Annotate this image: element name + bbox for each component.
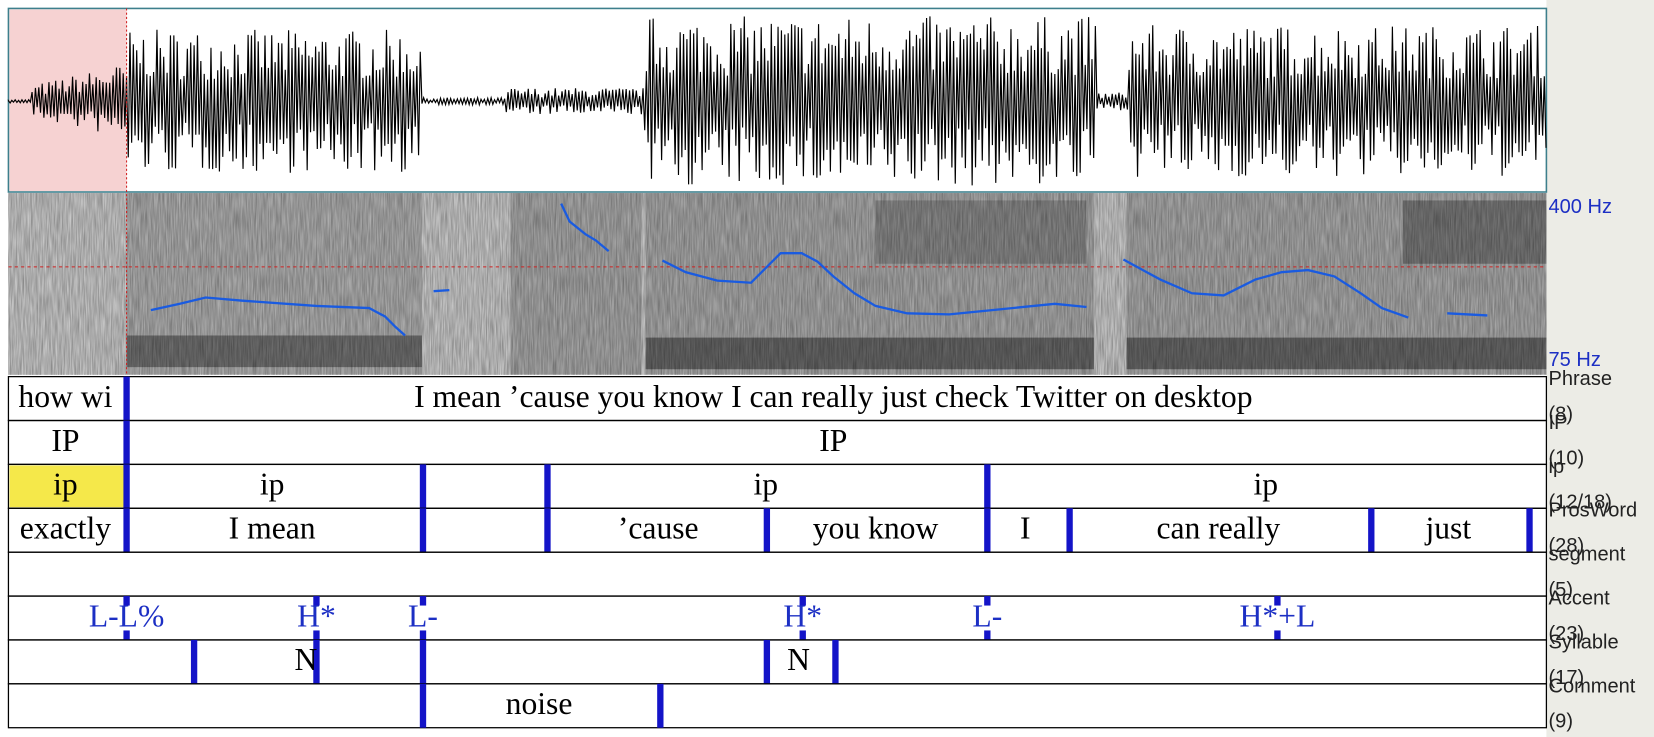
point-tick[interactable] (984, 596, 991, 606)
boundary[interactable] (832, 639, 839, 684)
interval-label[interactable]: how wi (18, 379, 112, 414)
tier-name: Syllable (1549, 631, 1619, 653)
selected-interval[interactable] (9, 465, 125, 508)
boundary[interactable] (313, 639, 320, 684)
interval-label[interactable]: N (294, 642, 317, 677)
tier[interactable]: how wi I mean ’cause you know I can reall… (7, 375, 1548, 422)
tier[interactable]: L-L% H* L- H* L- H*+L (7, 595, 1548, 641)
pitch-segment (150, 296, 406, 337)
boundary[interactable] (190, 639, 198, 684)
interval-label[interactable]: ip (53, 467, 78, 502)
tier[interactable]: noise (7, 683, 1548, 729)
tier-name: ProsWord (1549, 500, 1638, 522)
pitch-bottom-label: 75 Hz (1549, 349, 1601, 371)
point-label[interactable]: L- (408, 598, 438, 633)
boundary[interactable] (984, 508, 991, 553)
tier-name: Accent (1549, 588, 1611, 610)
interval-label[interactable]: I mean ’cause you know I can really just… (414, 379, 1252, 414)
point-tick[interactable] (799, 630, 806, 640)
point-label[interactable]: H*+L (1240, 598, 1316, 633)
point-tick[interactable] (1274, 596, 1281, 606)
tier-count: (8) (1549, 404, 1573, 426)
point-label[interactable]: L- (972, 598, 1002, 633)
pitch-segment (1122, 258, 1409, 319)
point-tick[interactable] (799, 596, 806, 606)
point-tick[interactable] (1274, 630, 1281, 640)
tier-name: segment (1549, 544, 1626, 566)
interval-label[interactable]: ’cause (618, 511, 699, 546)
tier-name: IP (1549, 412, 1568, 434)
waveform (7, 16, 1547, 186)
point-label[interactable]: L-L% (89, 598, 165, 633)
pitch-segment (433, 288, 450, 293)
point-tick[interactable] (123, 596, 130, 606)
point-tick[interactable] (123, 630, 130, 640)
boundary[interactable] (419, 683, 427, 728)
boundary[interactable] (1526, 508, 1533, 553)
interval-label[interactable]: IP (819, 423, 847, 458)
interval-label[interactable]: N (787, 642, 810, 677)
interval-label[interactable]: noise (506, 686, 573, 721)
spectrogram-texture (8, 193, 1547, 375)
tier-count: (5) (1549, 579, 1573, 601)
boundary[interactable] (763, 508, 771, 553)
boundary[interactable] (123, 464, 130, 509)
tier-count: (9) (1549, 711, 1573, 733)
boundary[interactable] (419, 639, 427, 684)
point-tick[interactable] (313, 630, 320, 640)
tier-count: (23) (1549, 623, 1585, 645)
point-tick[interactable] (313, 596, 320, 606)
boundary[interactable] (123, 420, 130, 465)
interval-label[interactable]: I mean (229, 511, 316, 546)
tier-row (7, 683, 1548, 729)
spectrogram (8, 8, 1547, 375)
interval-label[interactable]: I (1020, 511, 1031, 546)
boundary[interactable] (1066, 508, 1073, 553)
boundary[interactable] (544, 464, 551, 509)
point-tick[interactable] (419, 630, 427, 640)
boundary[interactable] (544, 508, 551, 553)
interval-label[interactable]: ip (260, 467, 285, 502)
tier-name: Phrase (1549, 368, 1612, 390)
pitch-top-label: 400 Hz (1549, 196, 1612, 218)
interval-label[interactable]: exactly (20, 511, 111, 546)
interval-label[interactable]: just (1424, 511, 1471, 546)
tier-count: (12/18) (1549, 491, 1612, 513)
boundary[interactable] (419, 464, 427, 509)
interval-label[interactable]: IP (51, 423, 79, 458)
point-label[interactable]: H* (297, 598, 336, 633)
interval-label[interactable]: ip (754, 467, 779, 502)
pitch-track (150, 203, 1488, 337)
tier-name: Comment (1549, 675, 1636, 697)
waveform-trace (7, 16, 1547, 186)
pitch-segment (560, 203, 610, 252)
tier-name: ip (1549, 456, 1565, 478)
boundary[interactable] (763, 639, 771, 684)
tier-count: (17) (1549, 667, 1585, 689)
boundary[interactable] (123, 376, 130, 421)
pitch-segment (661, 252, 1087, 316)
boundary[interactable] (123, 508, 130, 553)
textgrid: how wi I mean ’cause you know I can reall… (7, 368, 1638, 733)
interval-label[interactable]: can really (1156, 511, 1280, 546)
tier-count: (10) (1549, 447, 1585, 469)
boundary[interactable] (1368, 508, 1375, 553)
interval-label[interactable]: ip (1254, 467, 1279, 502)
point-label[interactable]: H* (783, 598, 822, 633)
boundary[interactable] (984, 464, 991, 509)
pitch-segment (1447, 312, 1488, 317)
interval-label[interactable]: you know (813, 511, 939, 546)
point-tick[interactable] (419, 596, 427, 606)
boundary[interactable] (419, 508, 427, 553)
boundary[interactable] (657, 683, 664, 728)
tier-count: (28) (1549, 535, 1585, 557)
point-tick[interactable] (984, 630, 991, 640)
